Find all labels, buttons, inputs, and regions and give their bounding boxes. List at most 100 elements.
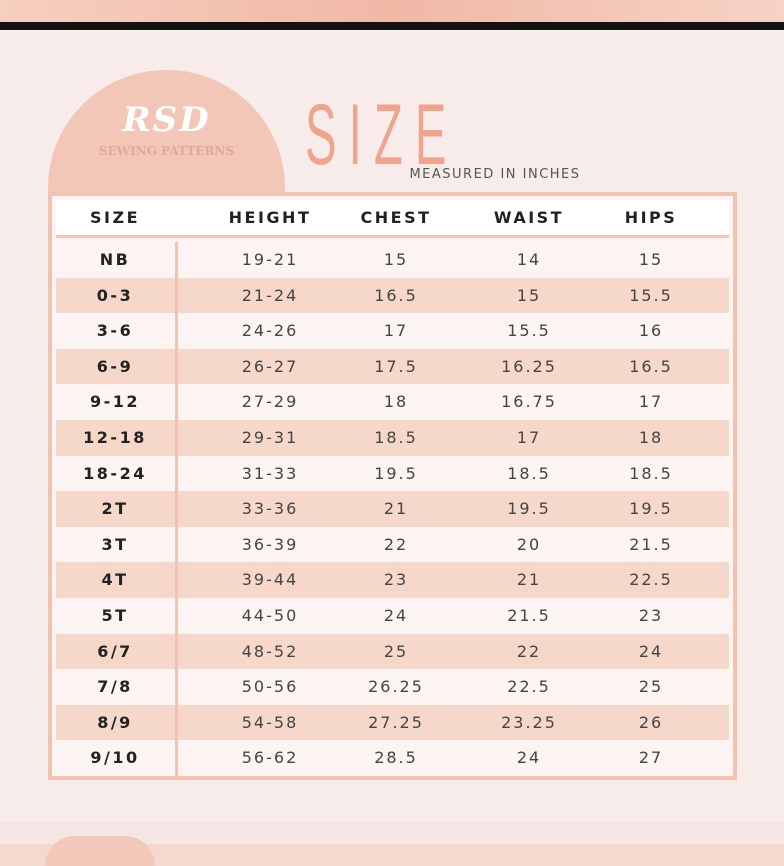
value-cell: 27.25 xyxy=(368,712,424,732)
value-cell: 24-26 xyxy=(241,321,299,341)
column-header: CHEST xyxy=(360,208,432,227)
size-cell: NB xyxy=(99,250,131,269)
value-cell: 20 xyxy=(516,534,542,554)
value-cell: 36-39 xyxy=(241,534,299,554)
value-cell: 24 xyxy=(383,606,409,625)
header-row: SIZE HEIGHT CHEST WAIST HIPS xyxy=(56,200,729,238)
column-header: HEIGHT xyxy=(228,208,312,227)
value-cell: 17 xyxy=(638,392,664,412)
size-cell: 9/10 xyxy=(90,748,140,768)
size-cell: 3T xyxy=(101,534,129,554)
value-cell: 28.5 xyxy=(374,748,418,768)
size-cell: 8/9 xyxy=(97,712,133,732)
bottom-strip xyxy=(0,822,784,866)
value-cell: 25 xyxy=(383,641,409,661)
table-row: 3-6 24-26 17 15.5 16 xyxy=(56,313,729,349)
logo-title: RSD xyxy=(122,100,211,140)
logo-subtitle: SEWING PATTERNS xyxy=(98,144,235,158)
divider xyxy=(0,22,784,30)
table-row: 6/7 48-52 25 22 24 xyxy=(56,633,729,670)
value-cell: 31-33 xyxy=(241,463,299,483)
value-cell: 15 xyxy=(516,285,542,305)
value-cell: 39-44 xyxy=(241,570,299,590)
table-row: 3T 36-39 22 20 21.5 xyxy=(56,526,729,563)
subtitle: MEASURED IN INCHES xyxy=(409,167,581,182)
value-cell: 26.25 xyxy=(368,677,424,697)
value-cell: 16.25 xyxy=(501,356,557,376)
value-cell: 24 xyxy=(516,748,542,768)
value-cell: 14 xyxy=(516,250,542,269)
value-cell: 22 xyxy=(383,534,409,554)
size-cell: 6-9 xyxy=(96,356,134,376)
value-cell: 23 xyxy=(638,606,664,625)
value-cell: 29-31 xyxy=(241,428,299,447)
value-cell: 19.5 xyxy=(374,463,418,483)
value-cell: 26-27 xyxy=(241,356,299,376)
value-cell: 16.5 xyxy=(629,356,673,376)
value-cell: 15 xyxy=(638,250,664,269)
size-cell: 5T xyxy=(101,606,129,625)
size-cell: 12-18 xyxy=(83,428,147,447)
value-cell: 24 xyxy=(638,641,664,661)
value-cell: 22 xyxy=(516,641,542,661)
value-cell: 17 xyxy=(516,428,542,447)
size-cell: 4T xyxy=(101,570,129,590)
arch xyxy=(45,836,155,866)
table-row: 12-18 29-31 18.5 17 18 xyxy=(56,420,729,456)
value-cell: 18 xyxy=(638,428,664,447)
table-row: 7/8 50-56 26.25 22.5 25 xyxy=(56,669,729,705)
table-row: 2T 33-36 21 19.5 19.5 xyxy=(56,491,729,527)
value-cell: 17.5 xyxy=(374,356,418,376)
value-cell: 19.5 xyxy=(629,499,673,519)
column-header: HIPS xyxy=(624,208,678,227)
value-cell: 18.5 xyxy=(374,428,418,447)
table-row: 0-3 21-24 16.5 15 15.5 xyxy=(56,277,729,314)
column-divider xyxy=(175,242,178,776)
top-strip xyxy=(0,0,784,22)
column-header: SIZE xyxy=(89,208,140,227)
value-cell: 18.5 xyxy=(507,463,551,483)
value-cell: 21 xyxy=(516,570,542,590)
value-cell: 16 xyxy=(638,321,664,341)
table-row: 8/9 54-58 27.25 23.25 26 xyxy=(56,704,729,741)
value-cell: 16.75 xyxy=(501,392,557,412)
size-cell: 9-12 xyxy=(89,392,141,412)
table-row: 6-9 26-27 17.5 16.25 16.5 xyxy=(56,348,729,385)
table-row: 4T 39-44 23 21 22.5 xyxy=(56,562,729,598)
value-cell: 27-29 xyxy=(241,392,299,412)
table-row: NB 19-21 15 14 15 xyxy=(56,242,729,278)
value-cell: 17 xyxy=(383,321,409,341)
value-cell: 25 xyxy=(638,677,664,697)
value-cell: 56-62 xyxy=(241,748,299,768)
value-cell: 22.5 xyxy=(507,677,551,697)
size-cell: 7/8 xyxy=(97,677,133,697)
column-header: WAIST xyxy=(493,208,565,227)
value-cell: 21 xyxy=(383,499,409,519)
value-cell: 21.5 xyxy=(629,534,673,554)
value-cell: 21.5 xyxy=(507,606,551,625)
value-cell: 23.25 xyxy=(501,712,557,732)
value-cell: 33-36 xyxy=(241,499,299,519)
size-cell: 2T xyxy=(101,499,129,519)
size-table: SIZE HEIGHT CHEST WAIST HIPS NB 19-21 15 14 15 0-… xyxy=(48,192,737,780)
value-cell: 22.5 xyxy=(629,570,673,590)
size-cell: 0-3 xyxy=(96,285,134,305)
size-cell: 18-24 xyxy=(83,463,147,483)
value-cell: 15.5 xyxy=(507,321,551,341)
value-cell: 21-24 xyxy=(241,285,299,305)
value-cell: 19-21 xyxy=(241,250,299,269)
value-cell: 44-50 xyxy=(241,606,299,625)
size-cell: 6/7 xyxy=(97,641,133,661)
table-row: 18-24 31-33 19.5 18.5 18.5 xyxy=(56,455,729,492)
value-cell: 50-56 xyxy=(241,677,299,697)
value-cell: 16.5 xyxy=(374,285,418,305)
value-cell: 48-52 xyxy=(241,641,299,661)
value-cell: 27 xyxy=(638,748,664,768)
value-cell: 26 xyxy=(638,712,664,732)
value-cell: 18 xyxy=(383,392,409,412)
value-cell: 19.5 xyxy=(507,499,551,519)
size-cell: 3-6 xyxy=(96,321,134,341)
table-row: 9/10 56-62 28.5 24 27 xyxy=(56,740,729,776)
value-cell: 15.5 xyxy=(629,285,673,305)
